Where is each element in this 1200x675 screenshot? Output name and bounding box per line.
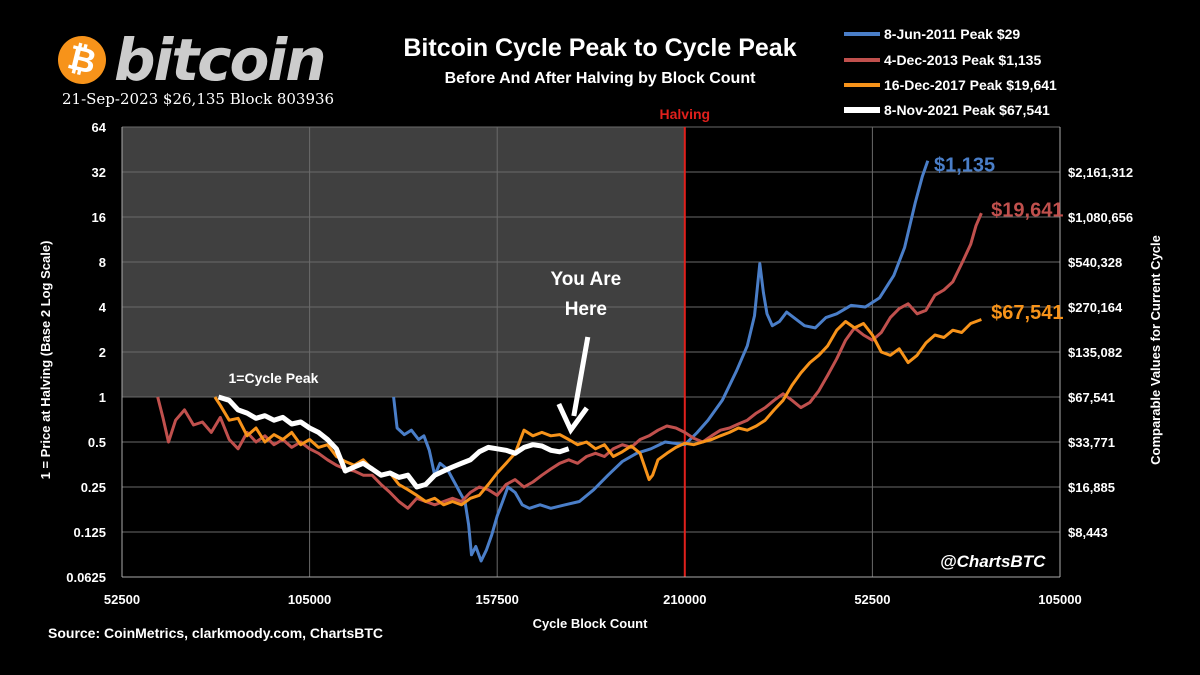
- end-value-label: $1,135: [934, 154, 995, 176]
- you-are-here-arrow: [571, 336, 591, 417]
- legend-label: 4-Dec-2013 Peak $1,135: [884, 52, 1042, 68]
- legend-swatch: [844, 83, 880, 87]
- y-tick-label: 64: [92, 120, 107, 135]
- y2-tick-label: $2,161,312: [1068, 165, 1133, 180]
- series-line-0: [392, 160, 930, 563]
- x-tick-label: 157500: [476, 592, 519, 607]
- source-footer: Source: CoinMetrics, clarkmoody.com, Cha…: [48, 625, 384, 641]
- halving-label: Halving: [660, 106, 711, 122]
- y2-tick-label: $1,080,656: [1068, 210, 1133, 225]
- y2-axis-label: Comparable Values for Current Cycle: [1148, 235, 1163, 465]
- series-line-3: [217, 394, 570, 490]
- y2-tick-label: $8,443: [1068, 525, 1108, 540]
- y-tick-label: 16: [92, 210, 106, 225]
- chart-title: Bitcoin Cycle Peak to Cycle Peak: [403, 34, 797, 62]
- you-are-here-label: You Are: [550, 269, 621, 290]
- you-are-here-label: Here: [565, 299, 607, 320]
- chart-subtitle: Before And After Halving by Block Count: [444, 70, 756, 87]
- x-tick-label: 210000: [663, 592, 706, 607]
- x-tick-label: 105000: [288, 592, 331, 607]
- y-axis-label: 1 = Price at Halving (Base 2 Log Scale): [38, 241, 53, 480]
- y-tick-label: 0.125: [73, 525, 106, 540]
- y-tick-label: 2: [99, 345, 106, 360]
- legend-item-2021: 8-Nov-2021 Peak $67,541: [844, 102, 1050, 118]
- legend-item-2011: 8-Jun-2011 Peak $29: [844, 26, 1020, 42]
- y-tick-label: 32: [92, 165, 106, 180]
- y2-tick-label: $135,082: [1068, 345, 1122, 360]
- y-tick-label: 0.25: [81, 480, 106, 495]
- logo-text: bitcoin: [114, 26, 327, 94]
- x-tick-label: 105000: [1038, 592, 1081, 607]
- bitcoin-logo: ₿ bitcoin: [52, 26, 327, 94]
- legend-item-2017: 16-Dec-2017 Peak $19,641: [844, 77, 1057, 93]
- y-tick-label: 0.5: [88, 435, 106, 450]
- legend-item-2013: 4-Dec-2013 Peak $1,135: [844, 52, 1041, 68]
- legend-swatch: [844, 107, 880, 113]
- legend-label: 8-Nov-2021 Peak $67,541: [884, 102, 1050, 118]
- legend-label: 16-Dec-2017 Peak $19,641: [884, 77, 1057, 93]
- y-tick-label: 0.0625: [66, 570, 106, 585]
- y-tick-label: 4: [99, 300, 107, 315]
- legend-swatch: [844, 58, 880, 62]
- y2-tick-label: $540,328: [1068, 255, 1122, 270]
- legend-swatch: [844, 32, 880, 36]
- y2-tick-label: $270,164: [1068, 300, 1123, 315]
- end-value-label: $19,641: [991, 199, 1063, 221]
- series-line-1: [156, 212, 983, 510]
- end-value-label: $67,541: [991, 302, 1063, 324]
- cycle-peak-label: 1=Cycle Peak: [229, 370, 319, 386]
- date-line: 21-Sep-2023 $26,135 Block 803936: [62, 90, 335, 108]
- x-tick-label: 52500: [854, 592, 890, 607]
- y2-tick-label: $33,771: [1068, 435, 1115, 450]
- arrowhead-icon: [556, 402, 589, 435]
- y2-tick-label: $16,885: [1068, 480, 1115, 495]
- x-axis-label: Cycle Block Count: [532, 616, 648, 631]
- y-tick-label: 8: [99, 255, 106, 270]
- y-tick-label: 1: [99, 390, 106, 405]
- watermark: @ChartsBTC: [940, 552, 1046, 571]
- y2-tick-label: $67,541: [1068, 390, 1115, 405]
- x-tick-label: 52500: [104, 592, 140, 607]
- legend-label: 8-Jun-2011 Peak $29: [884, 26, 1021, 42]
